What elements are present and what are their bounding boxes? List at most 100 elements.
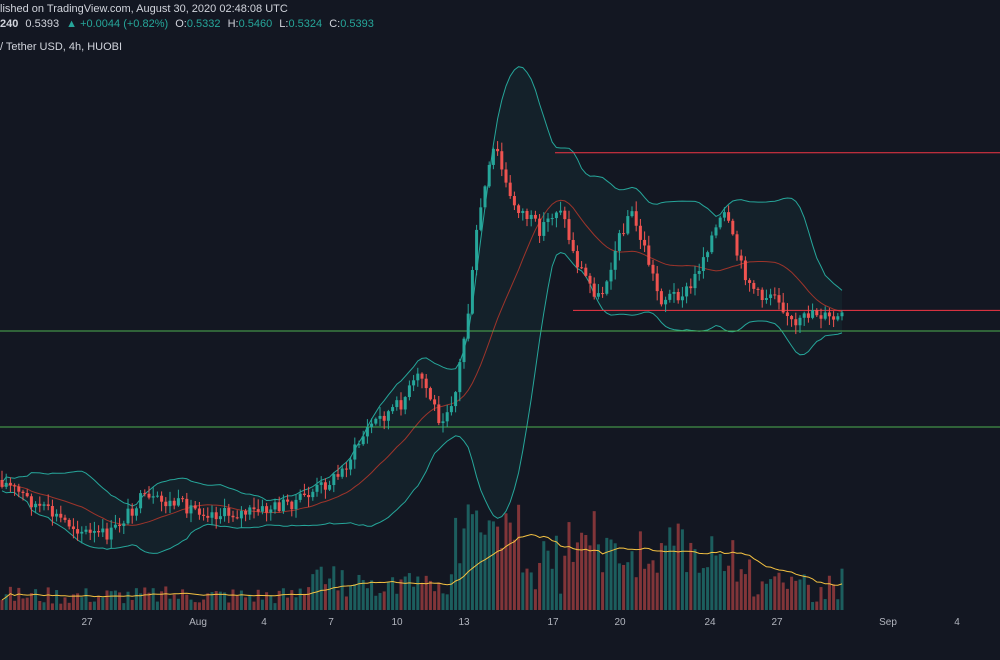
volume-bar xyxy=(668,527,672,610)
candle-body xyxy=(374,418,378,424)
candle xyxy=(168,491,172,514)
low-value: 0.5324 xyxy=(288,18,323,30)
candle-body xyxy=(748,280,752,283)
candle xyxy=(319,476,323,494)
candle-body xyxy=(412,380,416,386)
candle-body xyxy=(134,508,138,516)
volume-bar xyxy=(13,600,17,610)
volume-bar xyxy=(344,596,348,610)
volume-bar xyxy=(580,532,584,610)
candle-body xyxy=(580,267,584,269)
candle-body xyxy=(407,385,411,398)
candle xyxy=(529,210,533,227)
candle xyxy=(412,375,416,392)
candle xyxy=(433,394,437,412)
candle xyxy=(710,231,714,255)
candle xyxy=(0,470,4,489)
candle-body xyxy=(773,294,777,296)
volume-bar xyxy=(659,543,663,610)
candle-body xyxy=(122,523,126,526)
volume-bar xyxy=(197,602,201,610)
volume-bar xyxy=(466,504,470,610)
candle xyxy=(483,185,487,210)
candle xyxy=(651,259,655,281)
candle-body xyxy=(760,289,764,301)
candle-body xyxy=(105,528,109,540)
volume-bar xyxy=(756,594,760,610)
candle-body xyxy=(428,388,432,400)
candle-body xyxy=(823,312,827,319)
candle-body xyxy=(470,270,474,314)
candle xyxy=(357,440,361,449)
candle xyxy=(13,483,17,496)
candle xyxy=(118,517,122,533)
candle-body xyxy=(655,273,659,292)
candle-body xyxy=(101,528,105,533)
volume-bar xyxy=(252,601,256,610)
candle xyxy=(189,499,193,523)
volume-bar xyxy=(739,569,743,610)
volume-bar xyxy=(811,602,815,610)
candle-body xyxy=(697,270,701,274)
volume-bar xyxy=(42,602,46,610)
candle-body xyxy=(76,529,80,534)
volume-bar xyxy=(491,521,495,610)
volume-bar xyxy=(634,577,638,610)
candle xyxy=(584,263,588,278)
volume-bar xyxy=(714,555,718,610)
candle xyxy=(244,508,248,522)
volume-bar xyxy=(773,576,777,610)
candle-body xyxy=(638,225,642,240)
candle-body xyxy=(743,260,747,281)
volume-bar xyxy=(382,591,386,610)
volume-bar xyxy=(50,603,54,610)
candle-body xyxy=(596,293,600,297)
candle xyxy=(592,277,596,300)
volume-bar xyxy=(399,579,403,610)
x-tick-label: 20 xyxy=(614,617,626,628)
candle xyxy=(655,266,659,301)
candle xyxy=(286,494,290,506)
candle xyxy=(126,498,130,525)
candle-body xyxy=(63,517,67,520)
candle xyxy=(239,506,243,528)
candle-body xyxy=(567,219,571,240)
candle-body xyxy=(525,210,529,220)
candle xyxy=(340,465,344,479)
candle xyxy=(92,521,96,543)
candle xyxy=(752,280,756,294)
candle-body xyxy=(298,493,302,500)
volume-bar xyxy=(378,593,382,610)
volume-bar xyxy=(4,594,8,610)
volume-bar xyxy=(706,567,710,610)
candle-body xyxy=(315,484,319,492)
candle xyxy=(67,518,71,530)
candle xyxy=(689,278,693,294)
volume-bar xyxy=(823,599,827,610)
candle-body xyxy=(634,211,638,226)
candle xyxy=(176,489,180,507)
volume-bar xyxy=(118,592,122,610)
candle-body xyxy=(235,517,239,519)
candle-body xyxy=(794,319,798,326)
candle-body xyxy=(798,317,802,326)
candle xyxy=(601,286,605,298)
volume-bar xyxy=(781,582,785,610)
volume-bar xyxy=(500,547,504,610)
candle-body xyxy=(151,496,155,498)
candle-body xyxy=(130,508,134,516)
volume-bar xyxy=(832,584,836,610)
volume-bar xyxy=(529,572,533,610)
volume-bar xyxy=(643,568,647,610)
candle-body xyxy=(370,423,374,428)
volume-bar xyxy=(281,588,285,610)
candle xyxy=(315,477,319,497)
candle-body xyxy=(202,514,206,516)
volume-bar xyxy=(479,532,483,610)
candle xyxy=(659,288,663,307)
volume-bar xyxy=(105,590,109,610)
candle xyxy=(8,477,12,493)
candle xyxy=(50,499,54,526)
candle-body xyxy=(764,298,768,301)
